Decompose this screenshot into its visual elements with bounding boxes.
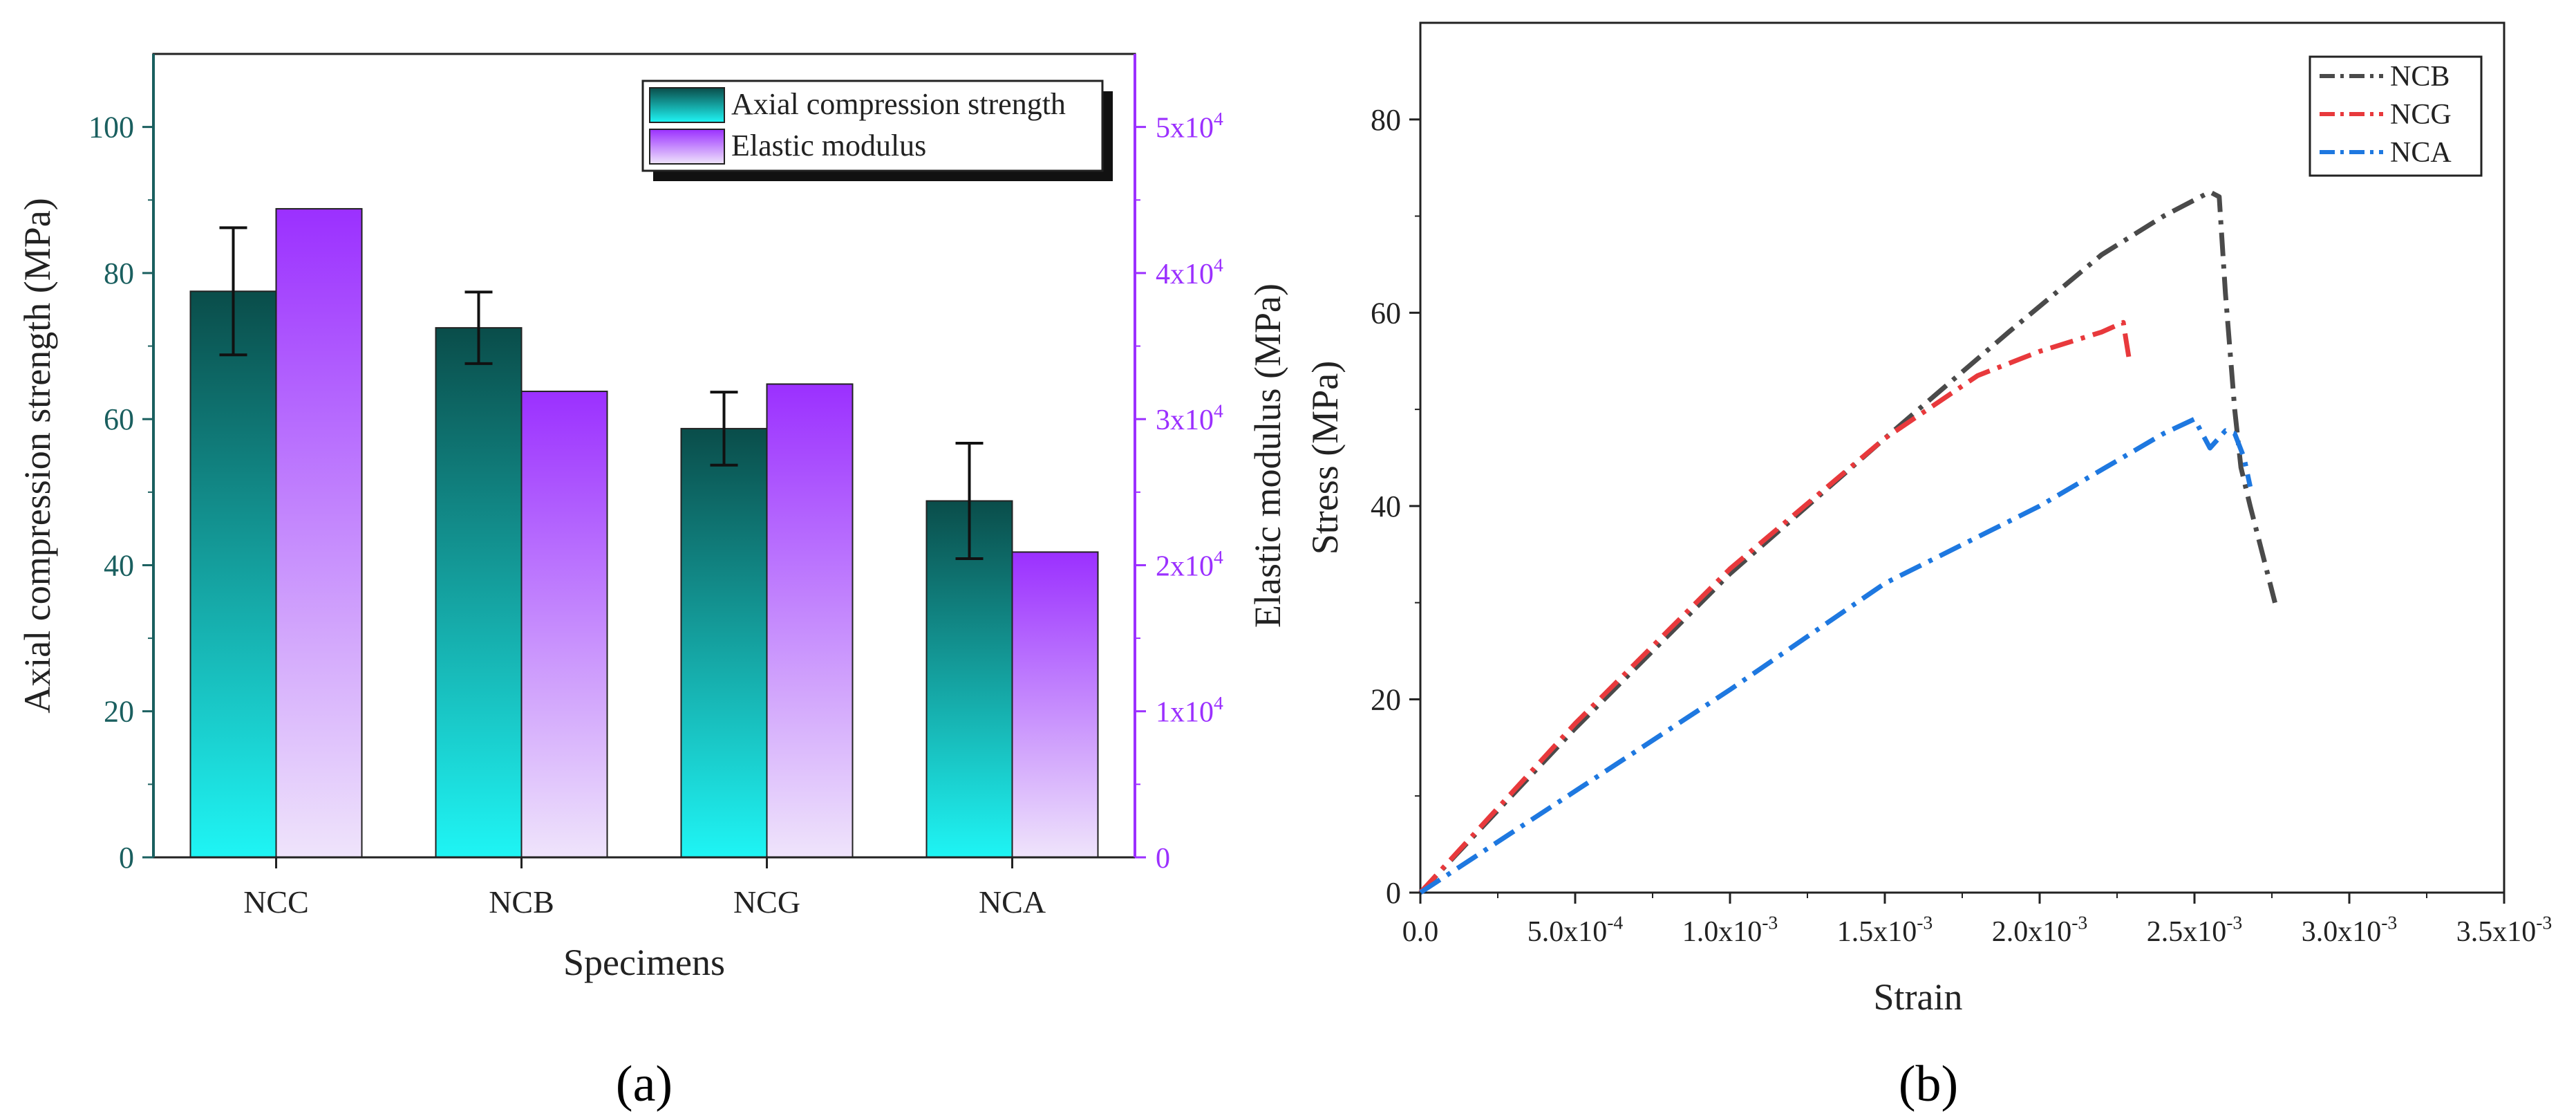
a-x-tick-label-nca: NCA — [979, 884, 1046, 920]
b-panel-label: (b) — [1899, 1056, 1958, 1112]
b-x-tick-label-0: 0.0 — [1402, 916, 1439, 948]
a-bar-modulus-ncc — [275, 207, 363, 858]
b-x-tick-label-4: 2.0x10-3 — [1992, 911, 2088, 948]
a-y2-tick-label-0: 0 — [1156, 843, 1170, 875]
b-x-axis-label: Strain — [1874, 976, 1963, 1018]
b-line-ncg — [1418, 319, 2132, 895]
a-x-tick-label-ncb: NCB — [489, 884, 554, 920]
a-y2-axis-label: Elastic modulus (MPa) — [1247, 283, 1288, 628]
a-bar-modulus-ncb — [520, 391, 608, 858]
a-x-tick-label-ncg: NCG — [733, 884, 800, 920]
a-legend-swatch-strength — [649, 87, 725, 123]
a-bar-strength-ncc — [189, 290, 277, 858]
b-x-tick-label-1: 5.0x10-4 — [1527, 911, 1624, 948]
b-legend: NCB NCG NCA — [2309, 55, 2483, 177]
b-legend-label-ncb: NCB — [2390, 61, 2450, 93]
b-x-tick-label-6: 3.0x10-3 — [2302, 911, 2398, 948]
b-line-ncb — [1418, 189, 2277, 895]
a-bar-modulus-ncg — [766, 383, 854, 858]
a-y-tick-label-0: 0 — [119, 841, 134, 875]
a-bars — [189, 207, 1099, 858]
a-x-axis-label: Specimens — [563, 942, 725, 983]
b-y-tick-label-0: 0 — [1386, 876, 1401, 910]
a-right-ticks: 0 1x104 2x104 3x104 4x104 5x104 — [1135, 108, 1223, 875]
b-x-tick-label-5: 2.5x10-3 — [2147, 911, 2243, 948]
b-legend-label-nca: NCA — [2390, 137, 2452, 169]
b-x-tick-label-2: 1.0x10-3 — [1682, 911, 1778, 948]
a-error-bars — [219, 226, 984, 560]
b-legend-box — [2309, 55, 2483, 177]
a-y-axis-label: Axial compression strength (MPa) — [17, 198, 58, 713]
b-series-lines — [1418, 189, 2277, 895]
b-y-tick-label-80: 80 — [1371, 103, 1401, 137]
a-x-tick-label-ncc: NCC — [243, 884, 309, 920]
a-y-tick-label-20: 20 — [104, 695, 134, 729]
panel-b-line-chart: 0 20 40 60 80 0.0 5.0x10-4 1.0x10-3 1.5x10-3 2.0… — [1304, 21, 2553, 1112]
b-y-tick-label-40: 40 — [1371, 490, 1401, 523]
a-y2-tick-label-50000: 5x104 — [1156, 108, 1223, 145]
a-y-tick-label-60: 60 — [104, 402, 134, 436]
b-legend-label-ncg: NCG — [2390, 99, 2452, 131]
a-category-labels: NCC NCB NCG NCA — [243, 857, 1046, 920]
a-bar-strength-ncb — [435, 327, 523, 858]
b-x-ticks: 0.0 5.0x10-4 1.0x10-3 1.5x10-3 2.0x10-3 2.5x1… — [1402, 893, 2553, 948]
a-y2-tick-label-40000: 4x104 — [1156, 254, 1223, 290]
a-y-tick-label-40: 40 — [104, 548, 134, 582]
b-x-tick-label-3: 1.5x10-3 — [1837, 911, 1933, 948]
a-legend-label-modulus: Elastic modulus — [731, 129, 926, 162]
a-bar-modulus-nca — [1011, 551, 1099, 858]
b-y-tick-label-60: 60 — [1371, 296, 1401, 330]
a-y2-tick-label-10000: 1x104 — [1156, 692, 1223, 729]
a-legend-swatch-modulus — [649, 129, 725, 165]
b-y-axis-label: Stress (MPa) — [1304, 361, 1346, 555]
a-bar-strength-nca — [925, 500, 1013, 858]
a-y2-tick-label-20000: 2x104 — [1156, 546, 1223, 583]
a-panel-label: (a) — [616, 1056, 673, 1112]
a-y-tick-label-100: 100 — [88, 111, 134, 145]
b-y-ticks: 0 20 40 60 80 — [1371, 103, 1420, 910]
a-left-ticks: 0 20 40 60 80 100 — [88, 111, 153, 875]
b-line-nca — [1419, 416, 2253, 895]
b-y-tick-label-20: 20 — [1371, 682, 1401, 716]
a-legend-label-strength: Axial compression strength — [731, 87, 1066, 121]
a-bar-strength-ncg — [680, 427, 768, 858]
a-y-tick-label-80: 80 — [104, 257, 134, 290]
b-x-tick-label-7: 3.5x10-3 — [2456, 911, 2553, 948]
a-y2-tick-label-30000: 3x104 — [1156, 400, 1223, 437]
a-legend: Axial compression strength Elastic modul… — [641, 80, 1113, 181]
